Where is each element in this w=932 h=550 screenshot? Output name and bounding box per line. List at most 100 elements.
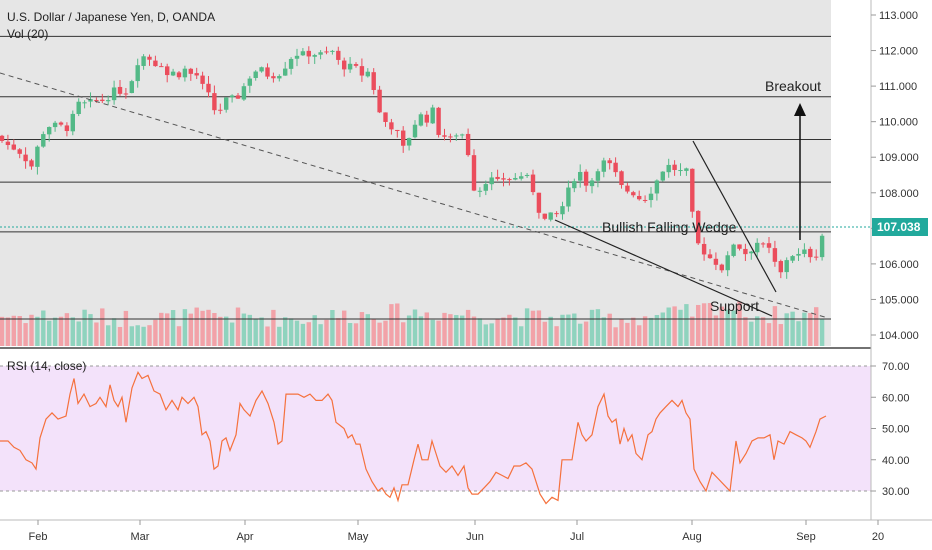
- volume-bar: [170, 310, 176, 346]
- candle-body: [212, 93, 217, 111]
- volume-bar: [253, 318, 258, 346]
- candle-body: [41, 134, 46, 147]
- volume-bar: [566, 314, 571, 346]
- volume-bar: [153, 319, 158, 346]
- volume-bar: [424, 312, 429, 346]
- price-tick-label: 106.000: [879, 259, 919, 271]
- volume-bar: [460, 315, 465, 346]
- volume-bar: [607, 313, 612, 346]
- volume-bar: [406, 315, 412, 346]
- volume-bar: [648, 317, 654, 346]
- candle-body: [454, 135, 459, 137]
- candle-body: [684, 168, 689, 171]
- drawings: [0, 72, 829, 319]
- candle-body: [619, 171, 624, 186]
- candle-body: [306, 50, 311, 57]
- candle-body: [135, 65, 140, 82]
- candle-body: [165, 66, 170, 76]
- candle-body: [35, 146, 40, 167]
- time-axis[interactable]: Feb Mar Apr May Jun Jul Aug Sep 20: [29, 520, 885, 543]
- candle-body: [790, 256, 795, 261]
- candle-body: [725, 255, 730, 271]
- volume-bar: [530, 310, 536, 346]
- volume-bar: [52, 317, 58, 346]
- volume-bar: [755, 316, 760, 346]
- candle-body: [501, 178, 506, 180]
- volume-bar: [808, 312, 813, 346]
- candle-body: [141, 56, 146, 66]
- volume-bar: [448, 314, 453, 346]
- candle-body: [247, 78, 252, 86]
- volume-bar: [0, 316, 5, 346]
- candle-body: [365, 71, 370, 77]
- candle-body: [412, 124, 418, 138]
- volume-bar: [147, 325, 152, 346]
- candle-body: [17, 149, 22, 154]
- volume-bar: [819, 319, 825, 346]
- candle-body: [554, 213, 559, 215]
- chart-title[interactable]: U.S. Dollar / Japanese Yen, D, OANDA: [7, 10, 215, 24]
- candle-body: [743, 248, 748, 255]
- volume-bar: [572, 313, 577, 346]
- volume-bar: [513, 317, 518, 346]
- volume-bar: [229, 322, 235, 346]
- candle-body: [283, 68, 288, 76]
- candle-body: [58, 122, 64, 125]
- candle-body: [772, 248, 778, 262]
- candle-body: [324, 51, 329, 53]
- candle-body: [589, 180, 595, 187]
- price-tick-label: 113.000: [879, 10, 918, 22]
- candle-body: [129, 81, 134, 94]
- price-tick-label: 105.000: [879, 294, 919, 306]
- volume-bar: [235, 307, 241, 346]
- volume-bar: [660, 312, 665, 346]
- volume-bar: [595, 309, 601, 346]
- candle-body: [377, 89, 382, 113]
- volume-bar: [507, 314, 512, 346]
- candle-body: [778, 261, 783, 273]
- breakout-arrow-head: [794, 103, 806, 116]
- volume-bar: [271, 309, 276, 346]
- volume-bar: [642, 316, 648, 346]
- candle-body: [123, 93, 129, 95]
- volume-bar: [601, 317, 606, 346]
- volume-bar: [353, 323, 359, 346]
- volume-bar: [749, 321, 754, 346]
- rsi-axis[interactable]: 70.00 60.00 50.00 40.00 30.00: [871, 361, 910, 498]
- candle-body: [0, 135, 5, 141]
- candle-body: [507, 179, 512, 181]
- candle-body: [430, 107, 435, 124]
- candle-body: [784, 260, 789, 273]
- candle-body: [389, 122, 394, 130]
- volume-bar: [41, 310, 46, 346]
- volume-bar: [554, 326, 559, 346]
- candle-body: [678, 170, 683, 172]
- candle-body: [513, 177, 518, 180]
- candle-body: [749, 251, 754, 254]
- rsi-legend[interactable]: RSI (14, close): [7, 359, 86, 373]
- volume-bar: [159, 312, 164, 346]
- volume-bar: [277, 326, 282, 346]
- volume-bar: [678, 309, 683, 346]
- time-tick-label: Mar: [131, 531, 150, 543]
- price-tick-label: 108.000: [879, 188, 919, 200]
- candle-body: [701, 243, 707, 255]
- candle-body: [572, 181, 577, 189]
- volume-bar: [548, 316, 553, 346]
- candle-body: [601, 160, 606, 172]
- volume-bar: [88, 314, 93, 346]
- candle-body: [300, 51, 306, 56]
- volume-legend[interactable]: Vol (20): [7, 27, 48, 41]
- volume-bar: [731, 310, 736, 346]
- volume-bar: [696, 304, 701, 346]
- price-axis[interactable]: 113.000 112.000 111.000 110.000 109.000 108.0…: [871, 10, 919, 342]
- volume-bar: [218, 316, 223, 346]
- volume-bar: [76, 321, 81, 346]
- candle-body: [11, 144, 16, 150]
- candle-body: [342, 60, 347, 70]
- candle-body: [70, 113, 75, 132]
- candle-body: [170, 71, 176, 76]
- candle-body: [578, 171, 583, 181]
- candle-body: [566, 187, 571, 207]
- candle-body: [206, 83, 211, 93]
